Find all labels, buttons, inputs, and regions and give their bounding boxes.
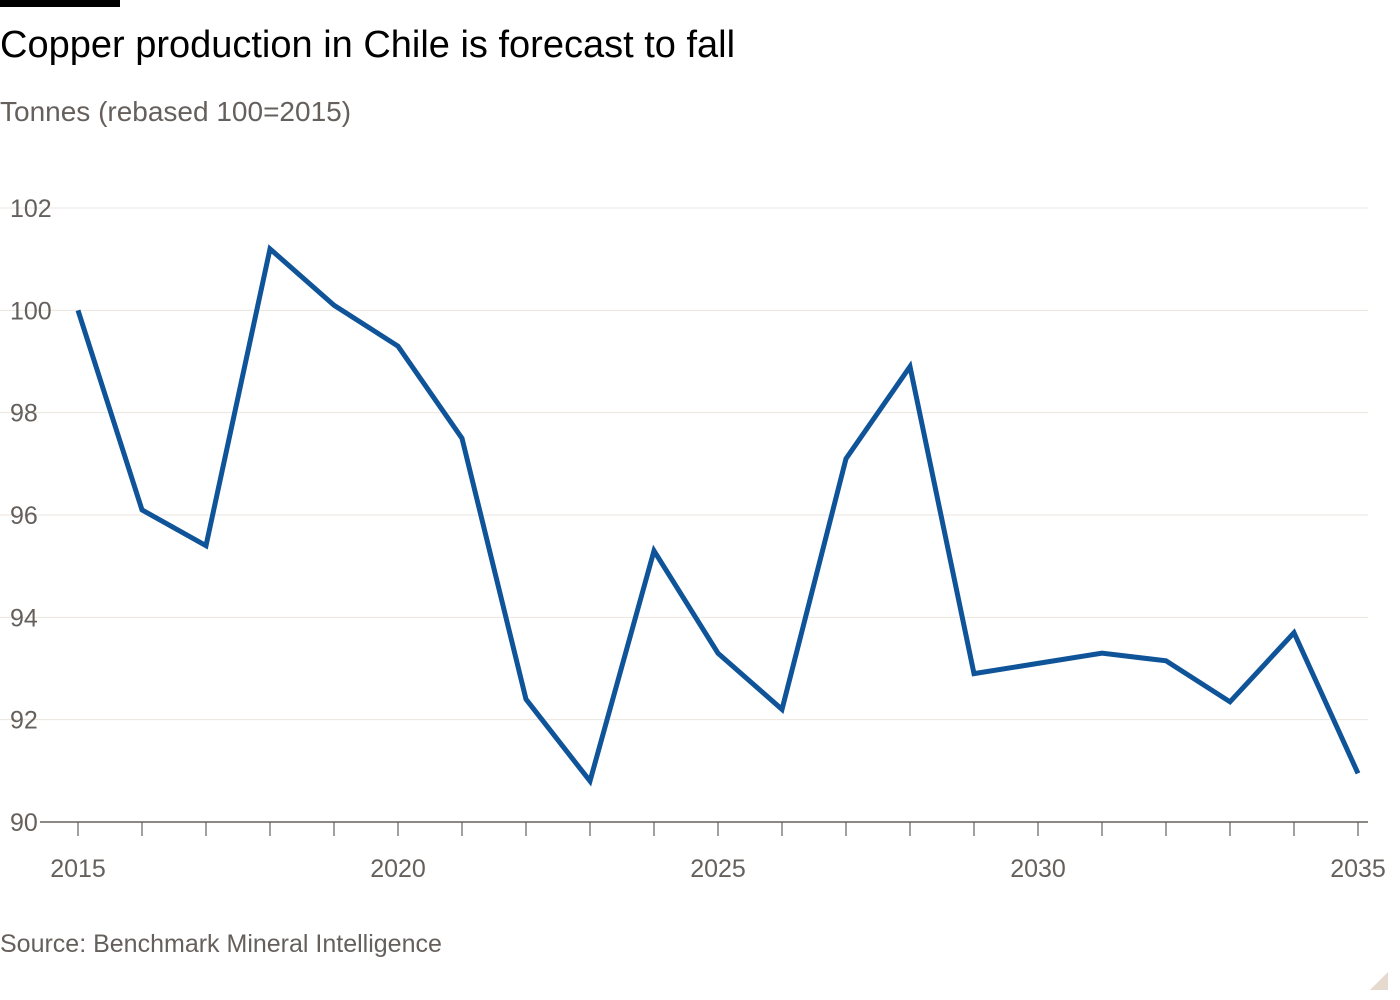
y-tick-labels: 90 92 94 96 98 100 102 [10,195,52,837]
brand-bar [0,0,120,7]
chart-title: Copper production in Chile is forecast t… [0,24,736,66]
grid-lines [0,207,1368,721]
y-tick-label-92: 92 [10,707,38,735]
y-tick-label-102: 102 [10,195,52,223]
source-note: Source: Benchmark Mineral Intelligence [0,930,442,958]
y-tick-label-94: 94 [10,604,38,632]
x-tick-label-2015: 2015 [50,855,106,883]
chart-subtitle: Tonnes (rebased 100=2015) [0,96,352,127]
x-tick-label-2020: 2020 [370,855,426,883]
y-tick-label-100: 100 [10,297,52,325]
y-tick-label-90: 90 [10,809,38,837]
series-line-0 [75,244,1361,787]
x-tick-label-2035: 2035 [1330,855,1386,883]
x-axis [40,821,1368,836]
y-tick-label-96: 96 [10,502,38,530]
y-tick-label-98: 98 [10,400,38,428]
x-tick-labels: 2015 2020 2025 2030 2035 [50,855,1386,883]
x-tick-label-2030: 2030 [1010,855,1066,883]
series-group [75,244,1361,787]
corner-mark [1370,972,1388,990]
x-tick-label-2025: 2025 [690,855,746,883]
